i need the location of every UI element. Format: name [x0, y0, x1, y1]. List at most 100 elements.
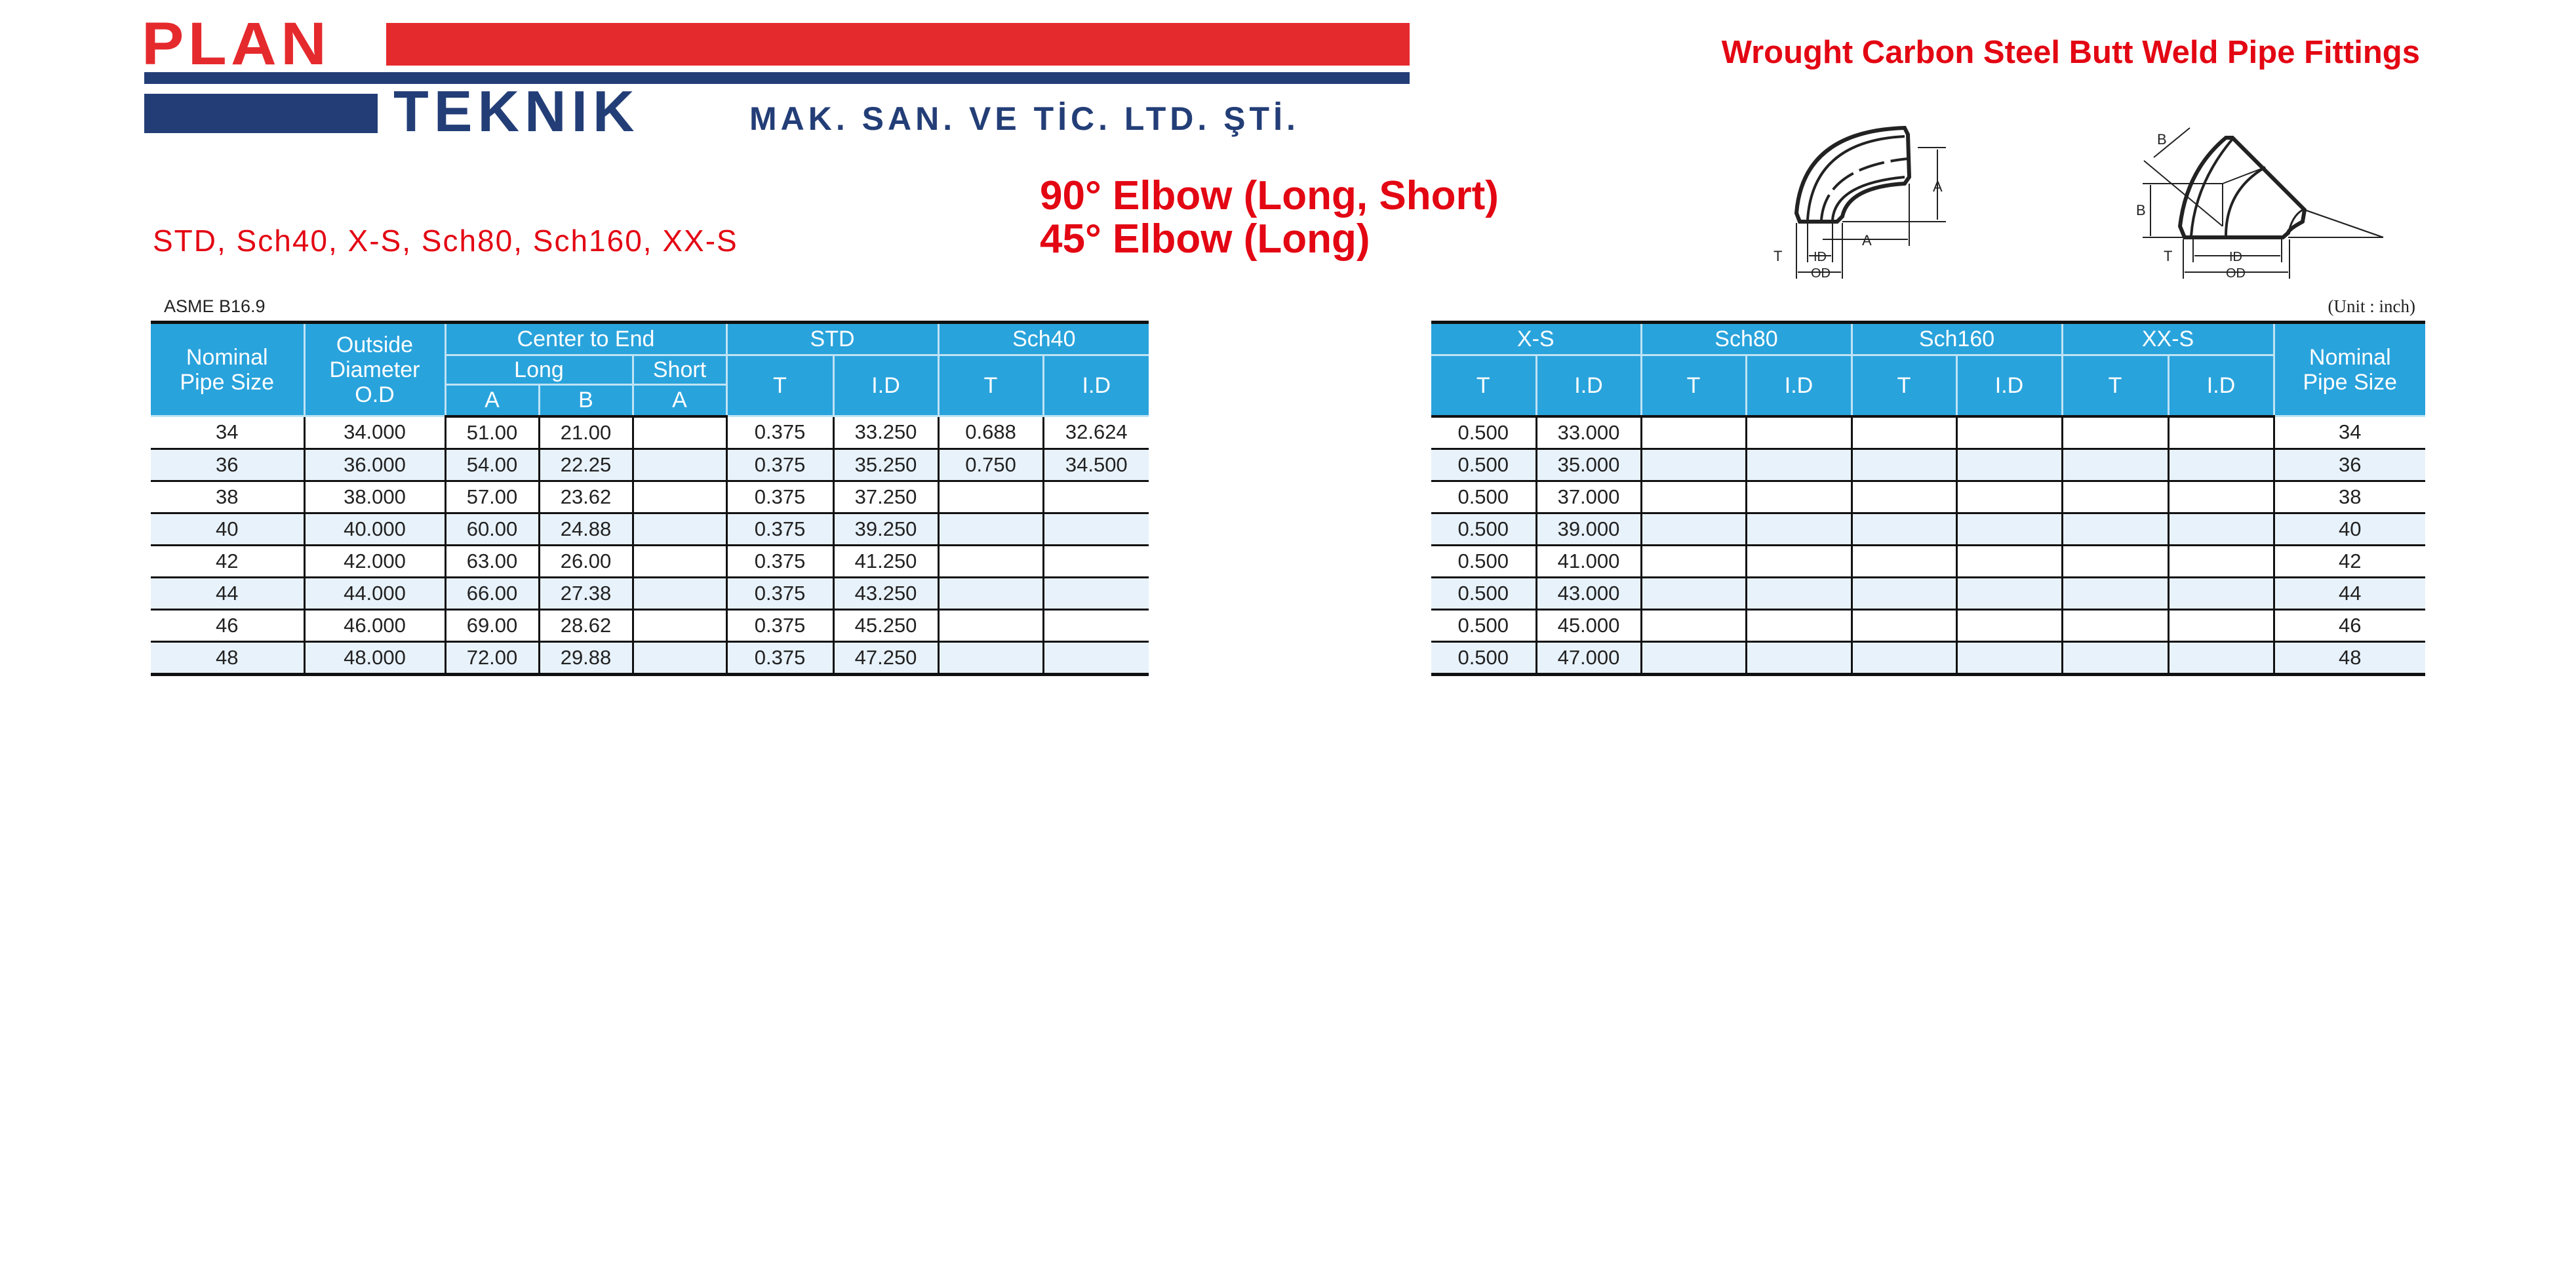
header-short: Short [631, 355, 728, 386]
table-cell [1745, 481, 1853, 514]
table-cell: 43.250 [832, 577, 940, 611]
table-cell [1640, 577, 1747, 611]
header-sch80: Sch80 [1640, 321, 1853, 356]
table-cell: 46 [2272, 609, 2426, 643]
standard-label: ASME B16.9 [164, 296, 266, 316]
table-cell: 33.000 [1535, 416, 1642, 450]
table-cell: 48 [151, 641, 306, 676]
table-cell [1955, 545, 2063, 578]
table-cell [1955, 609, 2063, 643]
table-cell: 44 [2272, 577, 2426, 611]
table-row: 0.500 47.000 48 [1431, 641, 2426, 676]
table-cell: 40.000 [303, 513, 446, 546]
table-cell [2061, 513, 2170, 546]
header-outside-diameter: Outside Diameter O.D [303, 321, 446, 417]
table-cell: 44.000 [303, 577, 446, 611]
table-cell: 40 [151, 513, 306, 546]
table-cell: 34.500 [1042, 449, 1149, 482]
table-cell [2061, 449, 2170, 482]
table-cell [1955, 641, 2063, 676]
table-cell: 0.750 [937, 449, 1044, 482]
schedule-list: STD, Sch40, X-S, Sch80, Sch160, XX-S [153, 224, 738, 258]
table-cell: 0.375 [725, 481, 835, 514]
header-std-id: I.D [832, 355, 940, 417]
table-cell [2167, 577, 2275, 611]
table-cell: 66.00 [444, 577, 540, 611]
table-cell: 46.000 [303, 609, 446, 643]
table-cell [1745, 545, 1853, 578]
table-cell: 0.500 [1431, 577, 1537, 611]
logo-red-bar [386, 23, 1410, 66]
table-row: 0.500 33.000 34 [1431, 416, 2426, 450]
header-xxs-id: I.D [2167, 355, 2274, 418]
logo-plan: PLAN [142, 10, 331, 77]
table-cell [1745, 577, 1853, 611]
table-cell [631, 416, 728, 450]
dim-id: ID [1813, 250, 1827, 264]
header-xxs-t: T [2061, 355, 2170, 418]
table-cell: 54.00 [444, 449, 540, 482]
table-cell: 29.88 [538, 641, 634, 676]
table-cell [1850, 641, 1958, 676]
table-cell: 34.000 [303, 416, 446, 450]
header-xs-id: I.D [1535, 355, 1642, 418]
table-cell [1640, 641, 1747, 676]
table-cell [1745, 641, 1853, 676]
elbow-90-diagram: A A T ID OD [1773, 125, 1946, 281]
table-cell [1955, 577, 2063, 611]
table-row: 44 44.000 66.00 27.38 0.375 43.250 [151, 577, 1149, 611]
table-cell [1042, 609, 1149, 643]
table-cell: 0.375 [725, 416, 835, 450]
logo-blue-block [144, 94, 378, 133]
table-cell [2167, 513, 2275, 546]
table-cell [1850, 577, 1958, 611]
header-xs: X-S [1431, 321, 1642, 356]
table-cell: 45.000 [1535, 609, 1642, 643]
table-cell: 39.250 [832, 513, 940, 546]
table-cell [937, 641, 1044, 676]
table-cell [2167, 545, 2275, 578]
table-cell: 42.000 [303, 545, 446, 578]
table-row: 48 48.000 72.00 29.88 0.375 47.250 [151, 641, 1149, 676]
dim-b-diagonal: B [2157, 131, 2167, 148]
table-cell: 23.62 [538, 481, 634, 514]
table-cell: 38.000 [303, 481, 446, 514]
header-sch160-id: I.D [1955, 355, 2063, 418]
table-cell [1745, 609, 1853, 643]
table-cell: 32.624 [1042, 416, 1149, 450]
table-cell [1042, 641, 1149, 676]
table-cell [1850, 513, 1958, 546]
dim-b-vertical: B [2136, 202, 2146, 218]
table-cell: 21.00 [538, 416, 634, 450]
table-cell: 0.500 [1431, 545, 1537, 578]
table-cell [1745, 513, 1853, 546]
table-cell: 45.250 [832, 609, 940, 643]
dim-od: OD [2226, 266, 2246, 281]
table-cell: 0.500 [1431, 513, 1537, 546]
table-cell: 38 [151, 481, 306, 514]
table-cell: 42 [151, 545, 306, 578]
header-sch160-t: T [1850, 355, 1958, 418]
table-cell [1850, 449, 1958, 482]
table-cell: 22.25 [538, 449, 634, 482]
logo-blue-line [144, 72, 1410, 84]
table-cell: 41.250 [832, 545, 940, 578]
table-cell: 26.00 [538, 545, 634, 578]
header-long: Long [445, 355, 634, 386]
document-title: Wrought Carbon Steel Butt Weld Pipe Fitt… [1721, 35, 2420, 70]
table-row: 46 46.000 69.00 28.62 0.375 45.250 [151, 609, 1149, 643]
table-cell [937, 513, 1044, 546]
table-cell: 51.00 [444, 416, 540, 450]
table-cell [631, 449, 728, 482]
table-row: 0.500 43.000 44 [1431, 577, 2426, 611]
elbow-45-diagram: B B T ID OD [2136, 127, 2384, 281]
table-cell: 0.500 [1431, 609, 1537, 643]
header-std: STD [725, 321, 940, 356]
header-long-a: A [445, 384, 540, 418]
table-cell [1850, 481, 1958, 514]
table-row: 0.500 35.000 36 [1431, 449, 2426, 482]
table-cell: 47.250 [832, 641, 940, 676]
header-xs-t: T [1431, 355, 1537, 418]
table-cell [937, 577, 1044, 611]
table-cell: 0.500 [1431, 481, 1537, 514]
